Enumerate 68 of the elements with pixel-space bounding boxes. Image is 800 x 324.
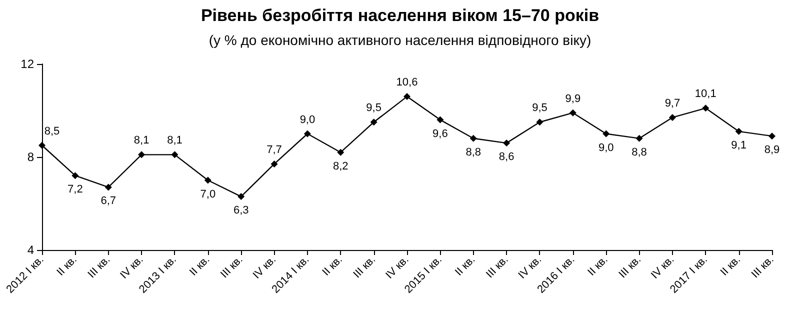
y-tick-label: 12 xyxy=(20,57,34,71)
data-label: 9,7 xyxy=(664,97,680,110)
data-label: 9,6 xyxy=(432,128,448,140)
data-label: 8,1 xyxy=(167,134,182,147)
data-label: 9,0 xyxy=(598,142,614,154)
point xyxy=(270,160,278,168)
point xyxy=(38,142,46,149)
data-label: 8,8 xyxy=(632,146,647,158)
x-tick-label: III кв. xyxy=(218,254,246,281)
x-tick-label: IV кв. xyxy=(118,254,146,282)
point xyxy=(503,140,510,147)
y-tick-label: 4 xyxy=(27,243,34,257)
data-label: 7,7 xyxy=(266,144,282,156)
point xyxy=(370,118,378,126)
point xyxy=(204,176,212,184)
point xyxy=(569,109,576,116)
x-tick-label: IV кв. xyxy=(250,254,279,282)
data-label: 8,9 xyxy=(764,144,780,156)
x-tick-label: III кв. xyxy=(749,254,776,281)
point xyxy=(735,128,742,135)
point xyxy=(404,93,410,100)
data-label: 10,1 xyxy=(694,88,716,100)
data-label: 6,7 xyxy=(100,195,116,208)
data-label: 8,8 xyxy=(466,146,482,158)
x-tick-label: II кв. xyxy=(452,254,478,278)
x-tick-label: II кв. xyxy=(586,254,610,278)
x-tick-label: II кв. xyxy=(54,254,80,278)
x-tick-label: III кв. xyxy=(484,254,511,281)
y-tick-label: 8 xyxy=(27,150,34,164)
data-label: 9,0 xyxy=(300,114,316,126)
data-label: 8,5 xyxy=(44,125,60,138)
point xyxy=(104,184,112,191)
point xyxy=(238,193,245,200)
data-label: 10,6 xyxy=(396,76,418,89)
data-label: 9,9 xyxy=(565,92,581,105)
x-tick-label: II кв. xyxy=(718,254,744,278)
chart-title: Рівень безробіття населення віком 15–70 років xyxy=(200,6,600,25)
data-label: 7,2 xyxy=(68,184,83,196)
data-label: 9,5 xyxy=(366,102,382,114)
x-tick-label: IV кв. xyxy=(516,254,544,282)
point xyxy=(668,114,676,121)
point xyxy=(636,134,643,142)
x-tick-label: III кв. xyxy=(616,254,644,281)
x-tick-label: IV кв. xyxy=(649,254,677,282)
point xyxy=(536,118,544,126)
x-tick-label: IV кв. xyxy=(384,254,412,282)
data-label: 8,2 xyxy=(332,160,348,172)
point xyxy=(436,116,444,124)
point xyxy=(702,104,710,112)
point xyxy=(72,172,79,180)
x-tick-label: III кв. xyxy=(351,254,378,281)
x-tick-label: II кв. xyxy=(188,254,212,278)
data-label: 8,1 xyxy=(134,134,150,147)
point xyxy=(602,130,610,138)
data-label: 8,6 xyxy=(498,151,514,164)
data-label: 7,0 xyxy=(200,188,216,200)
data-label: 6,3 xyxy=(233,204,249,217)
point xyxy=(470,134,477,142)
data-label: 9,1 xyxy=(731,139,746,152)
data-label: 9,5 xyxy=(532,102,548,114)
point xyxy=(337,148,344,156)
point xyxy=(304,130,311,138)
point xyxy=(171,151,178,158)
point xyxy=(138,151,146,158)
x-tick-label: III кв. xyxy=(86,254,113,281)
point xyxy=(768,132,776,140)
chart-subtitle: (у % до економічно активного населення відповідного віку) xyxy=(208,32,592,48)
x-tick-label: II кв. xyxy=(320,254,345,278)
